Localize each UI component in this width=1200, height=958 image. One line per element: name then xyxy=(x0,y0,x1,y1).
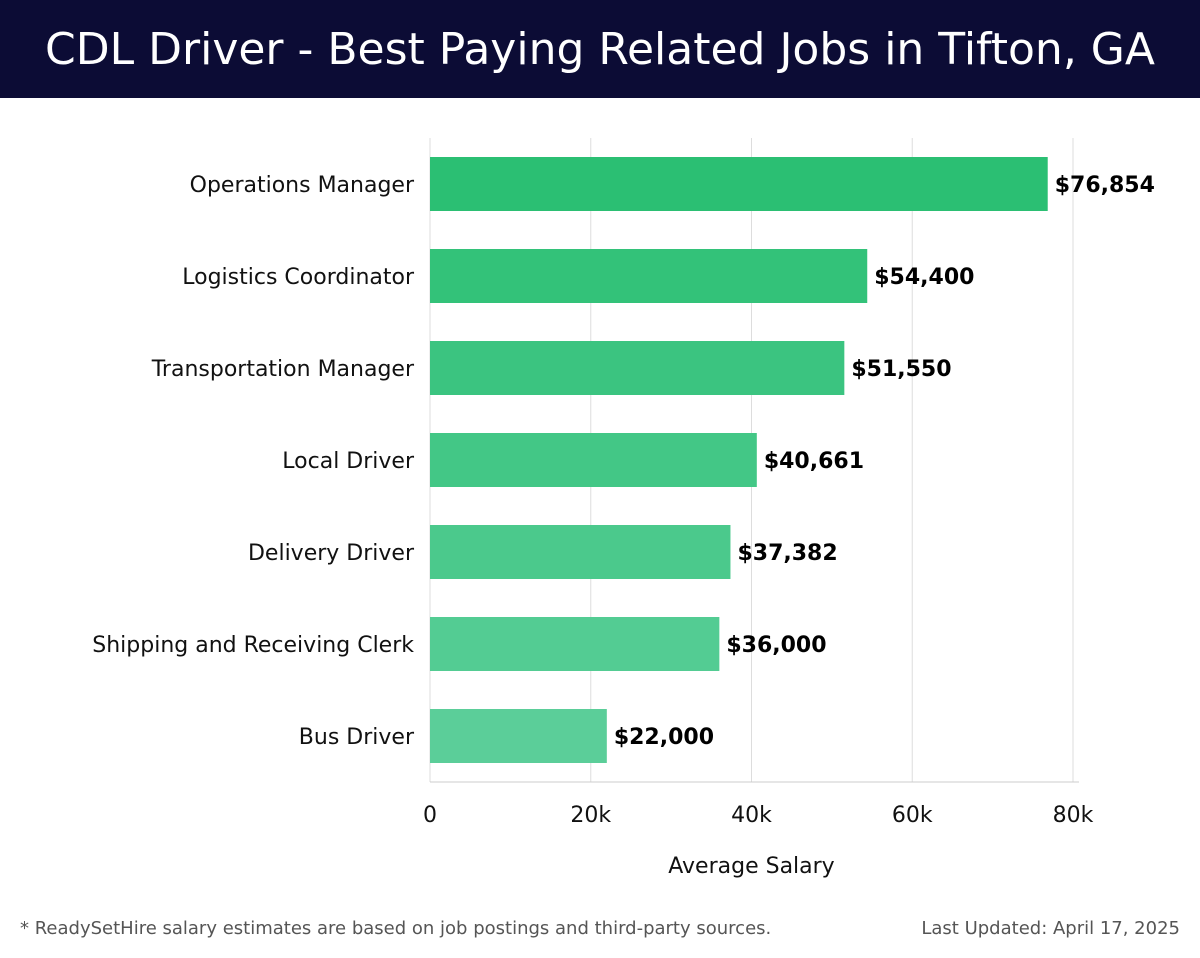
value-label-6: $22,000 xyxy=(614,725,714,750)
x-axis-title: Average Salary xyxy=(668,854,834,879)
chart-header: CDL Driver - Best Paying Related Jobs in… xyxy=(0,0,1200,98)
value-label-5: $36,000 xyxy=(726,633,826,658)
category-label-3: Local Driver xyxy=(282,449,415,474)
category-label-1: Logistics Coordinator xyxy=(182,265,415,290)
category-label-4: Delivery Driver xyxy=(248,541,415,566)
category-label-5: Shipping and Receiving Clerk xyxy=(92,633,414,658)
value-label-2: $51,550 xyxy=(851,357,951,382)
x-tick-label-3: 60k xyxy=(892,803,933,828)
x-tick-label-1: 20k xyxy=(570,803,611,828)
x-tick-label-2: 40k xyxy=(731,803,772,828)
value-label-4: $37,382 xyxy=(737,541,837,566)
bar-6 xyxy=(430,709,607,763)
value-label-3: $40,661 xyxy=(764,449,864,474)
chart-title: CDL Driver - Best Paying Related Jobs in… xyxy=(45,23,1155,75)
value-label-1: $54,400 xyxy=(874,265,974,290)
value-label-0: $76,854 xyxy=(1055,173,1155,198)
category-label-0: Operations Manager xyxy=(190,173,415,198)
bar-3 xyxy=(430,433,757,487)
bar-0 xyxy=(430,157,1048,211)
bar-5 xyxy=(430,617,720,671)
last-updated: Last Updated: April 17, 2025 xyxy=(921,918,1180,939)
bar-4 xyxy=(430,525,731,579)
category-label-6: Bus Driver xyxy=(299,725,415,750)
bar-2 xyxy=(430,341,845,395)
x-tick-label-4: 80k xyxy=(1053,803,1094,828)
x-tick-label-0: 0 xyxy=(423,803,437,828)
bar-1 xyxy=(430,249,868,303)
source-note: * ReadySetHire salary estimates are base… xyxy=(20,918,772,939)
category-label-2: Transportation Manager xyxy=(151,357,415,382)
